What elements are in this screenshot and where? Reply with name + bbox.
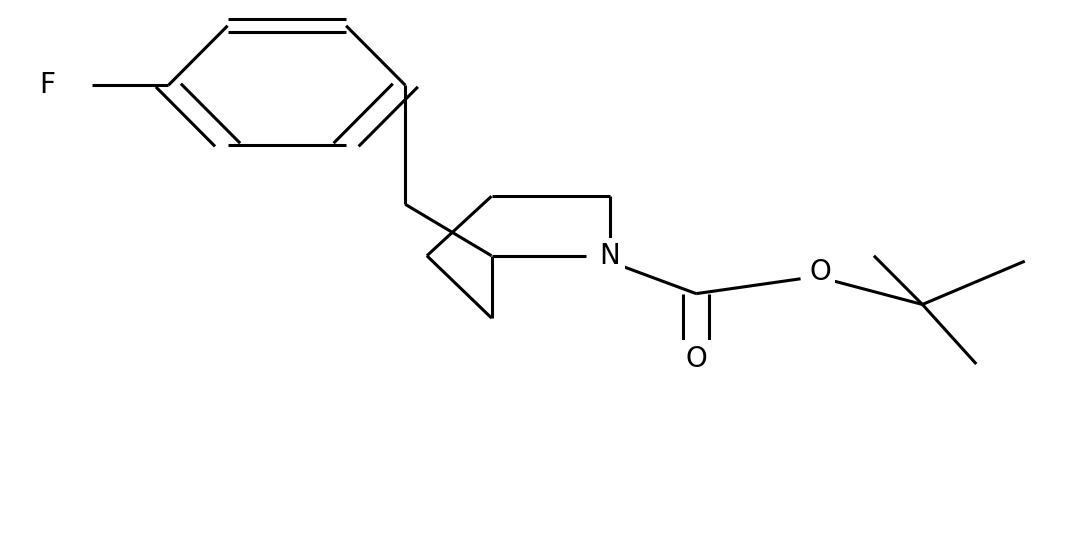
Text: O: O: [809, 258, 831, 286]
Text: F: F: [39, 71, 55, 99]
Text: O: O: [686, 344, 707, 373]
Text: N: N: [599, 242, 620, 270]
